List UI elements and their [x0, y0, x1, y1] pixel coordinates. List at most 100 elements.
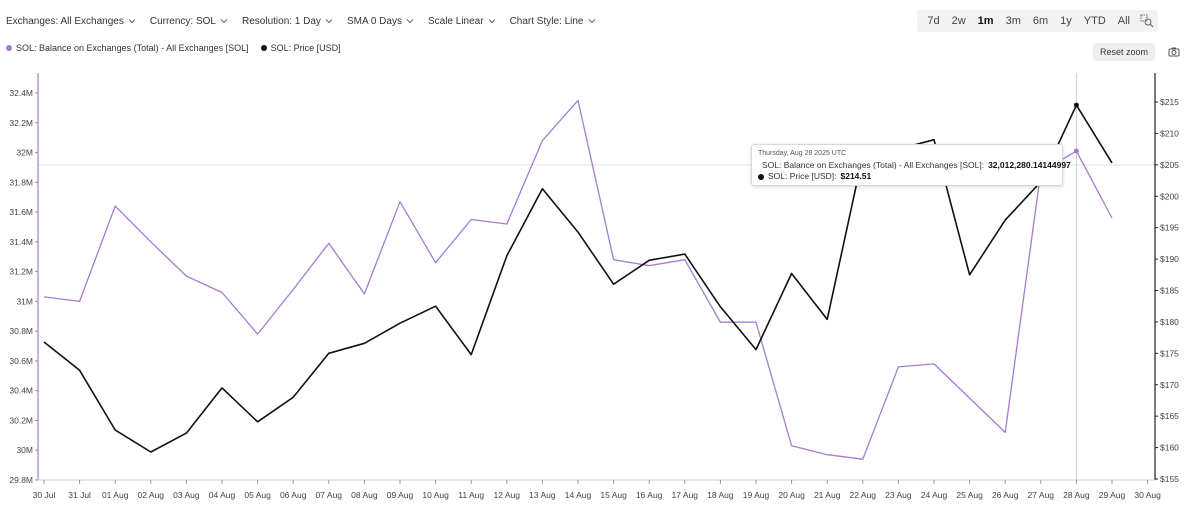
legend-item-price[interactable]: SOL: Price [USD] — [260, 43, 341, 53]
resolution-dropdown-label: Resolution: 1 Day — [242, 15, 321, 27]
x-tick-label: 18 Aug — [707, 490, 734, 500]
legend-label: SOL: Balance on Exchanges (Total) - All … — [16, 43, 249, 53]
sma-dropdown[interactable]: SMA 0 Days — [347, 16, 414, 27]
y-left-tick-label: 32.4M — [9, 88, 33, 98]
y-right-tick-label: $155 — [1160, 474, 1179, 484]
series-line-price — [43, 104, 1113, 453]
y-right-tick-label: $195 — [1160, 223, 1179, 233]
chart-points — [1073, 102, 1079, 154]
range-3m[interactable]: 3m — [1005, 15, 1021, 27]
x-tick-label: 28 Aug — [1063, 490, 1090, 500]
legend-label: SOL: Price [USD] — [270, 43, 341, 53]
tooltip-dot — [758, 173, 764, 180]
range-ytd[interactable]: YTD — [1083, 15, 1106, 27]
x-tick-label: 16 Aug — [636, 490, 663, 500]
range-7d[interactable]: 7d — [927, 15, 940, 27]
x-tick-label: 29 Aug — [1099, 490, 1126, 500]
chevron-down-icon — [588, 19, 595, 24]
tooltip-label: SOL: Balance on Exchanges (Total) - All … — [762, 160, 985, 170]
scale-dropdown-label: Scale Linear — [427, 15, 484, 27]
resolution-dropdown[interactable]: Resolution: 1 Day — [242, 16, 333, 27]
y-left-tick-label: 30M — [16, 445, 33, 455]
scale-dropdown[interactable]: Scale Linear — [428, 16, 496, 27]
x-tick-label: 04 Aug — [209, 490, 236, 500]
x-tick-label: 15 Aug — [600, 490, 627, 500]
chart-toolbar: Exchanges: All Exchanges Currency: SOL R… — [6, 10, 596, 32]
legend-item-balance[interactable]: SOL: Balance on Exchanges (Total) - All … — [6, 43, 249, 53]
y-left-tick-label: 32M — [16, 148, 33, 158]
exchanges-dropdown[interactable]: Exchanges: All Exchanges — [6, 16, 136, 27]
chevron-down-icon — [128, 19, 136, 24]
chart-grid — [38, 73, 1155, 480]
camera-icon[interactable] — [1168, 46, 1180, 58]
chevron-down-icon — [220, 19, 228, 24]
highlight-point-balance — [1073, 148, 1079, 154]
range-1m[interactable]: 1m — [977, 15, 994, 27]
x-tick-label: 07 Aug — [316, 490, 343, 500]
x-tick-label: 14 Aug — [565, 490, 592, 500]
chart-tooltip: Thursday, Aug 28 2025 UTC SOL: Balance o… — [751, 144, 1071, 186]
y-left-tick-label: 30.6M — [9, 356, 33, 366]
tooltip-label: SOL: Price [USD]: — [768, 171, 837, 181]
y-right-tick-label: $180 — [1160, 317, 1179, 327]
currency-dropdown-label: Currency: SOL — [149, 15, 216, 27]
range-2w[interactable]: 2w — [951, 15, 966, 27]
y-left-tick-label: 31.4M — [9, 237, 33, 247]
x-tick-label: 08 Aug — [351, 490, 378, 500]
y-right-tick-label: $160 — [1160, 443, 1179, 453]
currency-dropdown[interactable]: Currency: SOL — [150, 16, 228, 27]
legend-dot — [6, 45, 12, 51]
highlight-point-price — [1073, 102, 1079, 108]
chevron-down-icon — [488, 19, 495, 24]
legend-dot — [260, 45, 267, 51]
tooltip-row-balance: SOL: Balance on Exchanges (Total) - All … — [758, 160, 1071, 171]
y-left-tick-label: 31M — [16, 296, 33, 306]
y-right-tick-label: $170 — [1160, 380, 1179, 390]
tooltip-value: 32,012,280.14144997 — [988, 160, 1071, 170]
chart-legend: SOL: Balance on Exchanges (Total) - All … — [6, 43, 341, 53]
sma-dropdown-label: SMA 0 Days — [346, 15, 402, 27]
range-1y[interactable]: 1y — [1060, 15, 1072, 27]
y-right-tick-label: $200 — [1160, 191, 1179, 201]
reset-zoom-button[interactable]: Reset zoom — [1093, 43, 1155, 61]
x-tick-label: 24 Aug — [921, 490, 948, 500]
x-tick-label: 30 Jul — [33, 490, 56, 500]
y-right-tick-label: $190 — [1160, 254, 1179, 264]
x-tick-label: 11 Aug — [458, 490, 484, 500]
x-tick-label: 20 Aug — [778, 490, 805, 500]
x-tick-label: 25 Aug — [956, 490, 983, 500]
x-tick-label: 22 Aug — [850, 490, 877, 500]
x-tick-label: 23 Aug — [885, 490, 912, 500]
x-tick-label: 12 Aug — [494, 490, 521, 500]
range-all[interactable]: All — [1117, 15, 1130, 27]
y-right-tick-label: $205 — [1160, 160, 1179, 170]
x-tick-label: 13 Aug — [529, 490, 556, 500]
chart-style-dropdown[interactable]: Chart Style: Line — [510, 16, 596, 27]
x-tick-label: 09 Aug — [387, 490, 414, 500]
x-tick-label: 02 Aug — [138, 490, 165, 500]
x-tick-label: 21 Aug — [814, 490, 841, 500]
x-tick-label: 17 Aug — [672, 490, 699, 500]
tooltip-value: $214.51 — [840, 171, 872, 181]
y-left-tick-label: 29.8M — [9, 475, 33, 485]
tooltip-row-price: SOL: Price [USD]: $214.51 — [758, 171, 1056, 182]
x-tick-label: 19 Aug — [743, 490, 770, 500]
y-left-tick-label: 31.2M — [9, 267, 33, 277]
range-6m[interactable]: 6m — [1032, 15, 1049, 27]
chart-axes: 29.8M 30M 30.2M 30.4M 30.6M 30.8M 31M 31.2M 31.4… — [9, 73, 1179, 500]
y-right-tick-label: $185 — [1160, 286, 1179, 296]
x-tick-label: 26 Aug — [992, 490, 1019, 500]
x-tick-label: 03 Aug — [173, 490, 200, 500]
x-tick-label: 10 Aug — [422, 490, 449, 500]
chevron-down-icon — [325, 19, 333, 24]
y-right-tick-label: $210 — [1160, 128, 1179, 138]
x-tick-label: 06 Aug — [280, 490, 307, 500]
y-left-tick-label: 30.2M — [9, 415, 33, 425]
zoom-icon[interactable] — [1140, 14, 1154, 28]
tooltip-date: Thursday, Aug 28 2025 UTC — [758, 150, 847, 157]
x-tick-label: 30 Aug — [1134, 490, 1161, 500]
y-right-tick-label: $215 — [1160, 97, 1179, 107]
x-tick-label: 31 Jul — [68, 490, 91, 500]
y-left-tick-label: 30.4M — [9, 386, 33, 396]
